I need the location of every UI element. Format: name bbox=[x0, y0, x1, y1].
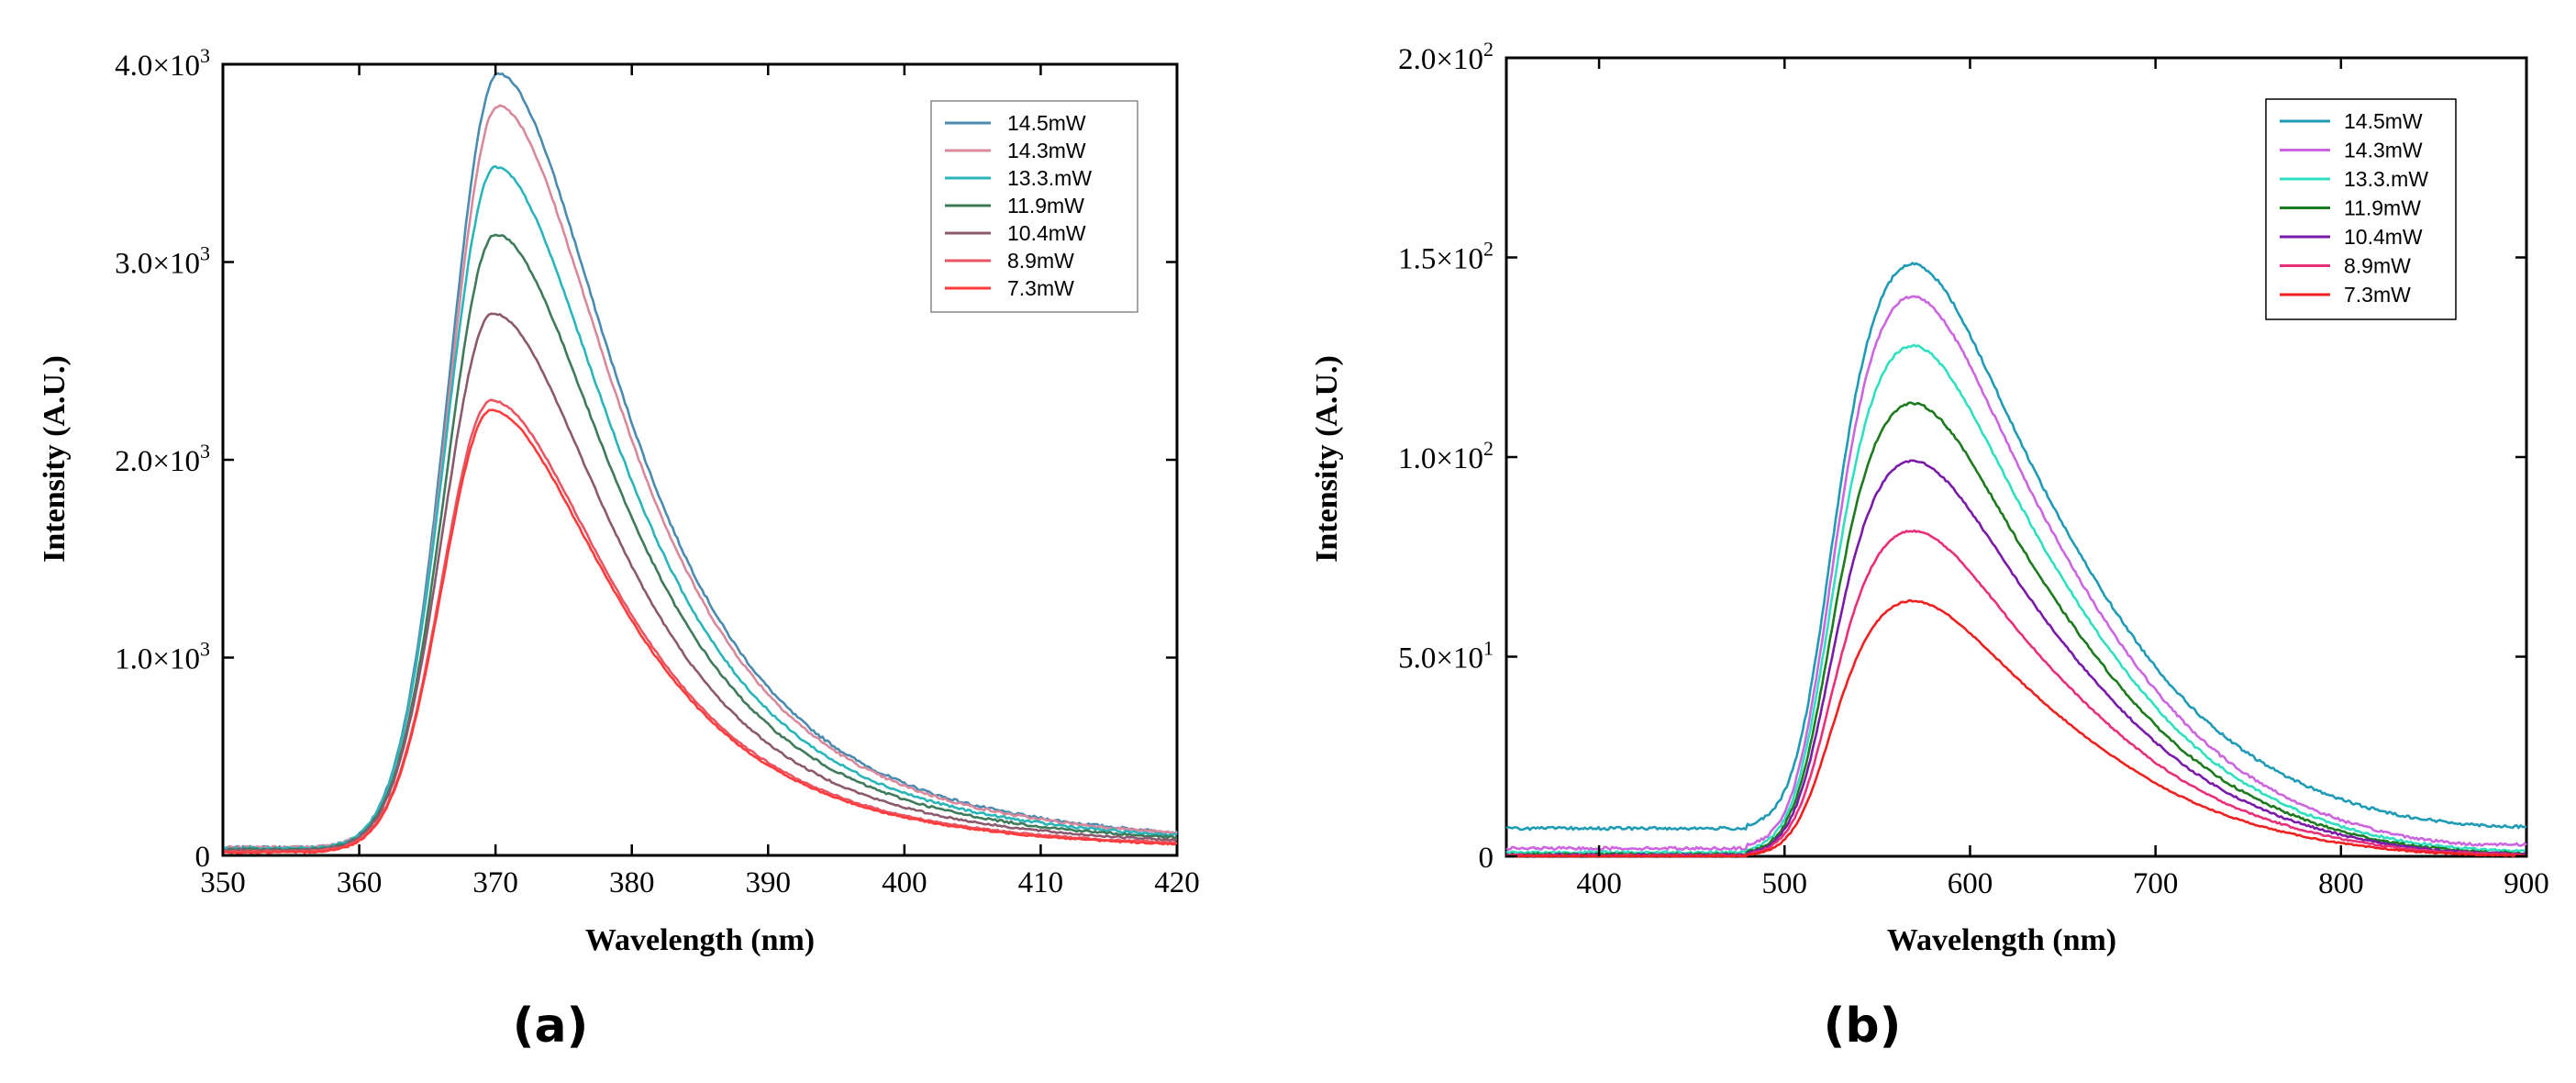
chart-b-legend: 14.5mW 14.3mW 13.3.mW 11.9mW 10.4mW 8.9mW 7.3m… bbox=[2265, 98, 2457, 320]
chart-b-legend-label: 8.9mW bbox=[2344, 254, 2411, 278]
chart-a-series-line bbox=[222, 398, 1178, 854]
chart-b-x-tick-label: 900 bbox=[2504, 867, 2549, 900]
chart-b-legend-label: 11.9mW bbox=[2344, 196, 2421, 220]
chart-b-x-tick-label: 600 bbox=[1948, 867, 1993, 900]
chart-b-series-line bbox=[1505, 343, 2527, 855]
chart-b-y-tick-label: 2.0×102 bbox=[1398, 38, 1493, 76]
chart-a: 350 360 370 380 390 400 410 420 0 1.0×103 2.0×103… bbox=[38, 44, 1200, 1054]
chart-b-y-axis-title: Intensity (A.U.) bbox=[1310, 355, 1344, 563]
chart-a-series-line bbox=[222, 312, 1178, 853]
chart-a-legend-label: 13.3.mW bbox=[1007, 166, 1092, 190]
chart-a-series-line bbox=[222, 233, 1178, 852]
chart-a-curves bbox=[222, 72, 1178, 854]
chart-b-x-tick-label: 500 bbox=[1762, 867, 1808, 900]
chart-b: 400 500 600 700 800 900 0 5.0×101 1.0×102 1.5×10… bbox=[1310, 38, 2549, 1054]
chart-b-legend-label: 7.3mW bbox=[2344, 283, 2411, 307]
chart-a-legend-label: 8.9mW bbox=[1007, 249, 1074, 273]
chart-b-x-tick-labels: 400 500 600 700 800 900 bbox=[1576, 867, 2548, 900]
chart-b-y-tick-label: 5.0×101 bbox=[1398, 637, 1493, 675]
chart-a-x-tick-label: 380 bbox=[609, 866, 655, 899]
chart-b-x-axis-title: Wavelength (nm) bbox=[1887, 923, 2116, 957]
chart-b-legend-label: 14.3mW bbox=[2344, 139, 2423, 162]
chart-b-y-tick-label: 1.5×102 bbox=[1398, 238, 1493, 276]
chart-a-legend-label: 14.5mW bbox=[1007, 111, 1086, 135]
chart-a-y-tick-label: 1.0×103 bbox=[115, 638, 210, 676]
chart-b-y-tick-label: 0 bbox=[1479, 842, 1494, 875]
chart-b-legend-label: 10.4mW bbox=[2344, 225, 2423, 249]
chart-a-legend-label: 11.9mW bbox=[1007, 194, 1084, 218]
chart-a-y-tick-label: 3.0×103 bbox=[115, 242, 210, 281]
chart-b-x-tick-label: 700 bbox=[2133, 867, 2179, 900]
chart-b-panel-label: (b) bbox=[1824, 999, 1902, 1054]
chart-b-y-tick-label: 1.0×102 bbox=[1398, 437, 1493, 475]
chart-a-x-tick-label: 350 bbox=[200, 866, 246, 899]
chart-b-x-tick-label: 400 bbox=[1576, 867, 1622, 900]
chart-a-x-tick-label: 400 bbox=[882, 866, 927, 899]
chart-a-y-tick-label: 2.0×103 bbox=[115, 440, 210, 478]
chart-b-legend-label: 13.3.mW bbox=[2344, 167, 2428, 191]
chart-a-legend: 14.5mW 14.3mW 13.3.mW 11.9mW 10.4mW 8.9mW 7.3m… bbox=[930, 100, 1138, 313]
chart-a-x-tick-labels: 350 360 370 380 390 400 410 420 bbox=[200, 866, 1200, 899]
chart-a-y-tick-labels: 0 1.0×103 2.0×103 3.0×103 4.0×103 bbox=[115, 44, 210, 874]
chart-a-series-line bbox=[222, 408, 1178, 854]
chart-a-x-tick-label: 390 bbox=[746, 866, 792, 899]
chart-a-x-tick-label: 360 bbox=[337, 866, 383, 899]
chart-a-legend-label: 10.4mW bbox=[1007, 221, 1086, 245]
chart-a-series-line bbox=[222, 165, 1178, 851]
chart-a-panel-label: (a) bbox=[513, 999, 589, 1054]
chart-b-series-line bbox=[1505, 598, 2527, 858]
chart-b-ticks bbox=[1506, 56, 2528, 858]
chart-a-x-axis-title: Wavelength (nm) bbox=[585, 923, 815, 957]
chart-a-x-tick-label: 410 bbox=[1018, 866, 1064, 899]
chart-a-ticks bbox=[221, 62, 1179, 857]
chart-b-series-line bbox=[1505, 459, 2527, 857]
chart-a-legend-label: 7.3mW bbox=[1007, 276, 1074, 300]
chart-a-legend-label: 14.3mW bbox=[1007, 139, 1086, 162]
chart-b-series-line bbox=[1505, 401, 2527, 857]
chart-b-series-line bbox=[1505, 262, 2526, 832]
chart-b-curves bbox=[1505, 262, 2527, 858]
chart-a-x-tick-label: 370 bbox=[472, 866, 518, 899]
chart-b-series-line bbox=[1505, 295, 2527, 852]
chart-b-y-tick-labels: 0 5.0×101 1.0×102 1.5×102 2.0×102 bbox=[1398, 38, 1493, 875]
chart-a-y-tick-label: 0 bbox=[195, 841, 211, 874]
chart-b-legend-label: 14.5mW bbox=[2344, 109, 2423, 133]
chart-a-x-tick-label: 420 bbox=[1154, 866, 1200, 899]
chart-a-y-axis-title: Intensity (A.U.) bbox=[38, 355, 72, 563]
chart-a-y-tick-label: 4.0×103 bbox=[115, 44, 210, 83]
chart-b-x-tick-label: 800 bbox=[2318, 867, 2364, 900]
